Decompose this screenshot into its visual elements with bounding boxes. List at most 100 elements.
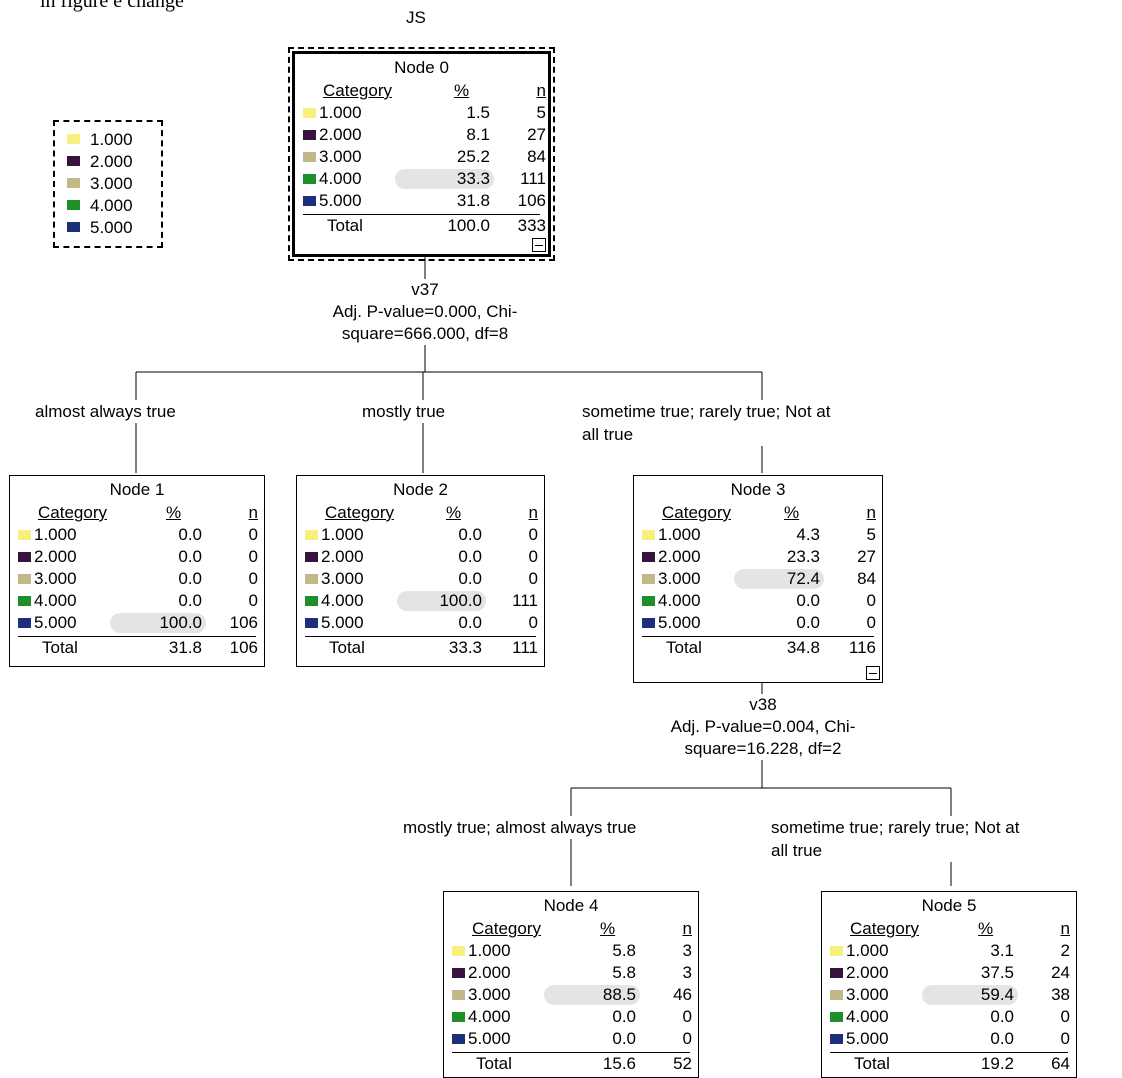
branch-label-line2: all true <box>771 841 823 860</box>
node-total-row: Total 31.8 106 <box>10 637 266 659</box>
category-swatch <box>18 618 31 628</box>
collapse-toggle-button[interactable] <box>866 666 880 680</box>
category-swatch <box>18 574 31 584</box>
category-swatch <box>452 1034 465 1044</box>
header-category: Category <box>323 81 392 100</box>
tree-node-3[interactable]: Node 3 Category% n 1.000 4.3 5 2.000 23.3 27 3.00… <box>633 475 883 683</box>
node-category-row: 2.000 5.8 3 <box>444 962 700 984</box>
node-column-header: Category% n <box>822 919 1078 939</box>
category-label: 4.000 <box>321 591 364 610</box>
category-count: 27 <box>527 125 546 144</box>
category-percent: 5.8 <box>612 963 636 982</box>
category-swatch <box>642 596 655 606</box>
node-category-row: 4.000 0.0 0 <box>444 1006 700 1028</box>
node-category-row: 4.000 0.0 0 <box>634 590 884 612</box>
total-count: 106 <box>229 638 258 657</box>
category-count: 84 <box>857 569 876 588</box>
node-category-row: 5.000 0.0 0 <box>444 1028 700 1050</box>
cropped-caption: in figure e change <box>0 0 600 12</box>
node-column-header: Category% n <box>10 503 266 523</box>
category-label: 2.000 <box>321 547 364 566</box>
split-stat-line2: square=666.000, df=8 <box>341 324 509 343</box>
split-variable: v38 <box>749 695 777 714</box>
category-label: 2.000 <box>658 547 701 566</box>
cropped-caption-text: in figure e change <box>40 0 184 12</box>
collapse-toggle-button[interactable] <box>532 238 546 252</box>
node-category-row: 3.000 0.0 0 <box>297 568 546 590</box>
node-category-row: 2.000 8.1 27 <box>295 124 554 146</box>
category-label: 3.000 <box>321 569 364 588</box>
tree-node-4[interactable]: Node 4 Category% n 1.000 5.8 3 2.000 5.8 3 3.000 8… <box>443 891 699 1078</box>
category-percent: 0.0 <box>612 1029 636 1048</box>
category-label: 4.000 <box>846 1007 889 1026</box>
category-count: 24 <box>1051 963 1070 982</box>
modal-category-highlight <box>397 591 486 611</box>
total-percent: 15.6 <box>602 1054 636 1073</box>
category-count: 0 <box>682 1029 692 1048</box>
branch-label-line1: almost always true <box>35 402 176 421</box>
category-count: 0 <box>248 547 258 566</box>
category-percent: 0.0 <box>990 1007 1014 1026</box>
category-label: 2.000 <box>319 125 362 144</box>
total-divider <box>303 214 540 215</box>
category-label: 5.000 <box>319 191 362 210</box>
header-category: Category <box>472 919 541 938</box>
category-swatch <box>303 174 316 184</box>
legend-label: 2.000 <box>90 152 133 171</box>
node-category-row: 3.000 59.4 38 <box>822 984 1078 1006</box>
tree-node-5[interactable]: Node 5 Category% n 1.000 3.1 2 2.000 37.5 24 3.00… <box>821 891 1077 1078</box>
node-category-row: 3.000 88.5 46 <box>444 984 700 1006</box>
category-label: 3.000 <box>468 985 511 1004</box>
category-count: 0 <box>528 569 538 588</box>
node-column-header: Category% n <box>634 503 884 523</box>
category-percent: 3.1 <box>990 941 1014 960</box>
category-percent: 4.3 <box>796 525 820 544</box>
category-count: 3 <box>682 941 692 960</box>
category-swatch <box>303 196 316 206</box>
node-title: Node 2 <box>393 480 448 499</box>
node-total-row: Total 34.8 116 <box>634 637 884 659</box>
category-swatch <box>452 1012 465 1022</box>
category-label: 2.000 <box>34 547 77 566</box>
category-swatch <box>303 130 316 140</box>
legend-label: 3.000 <box>90 174 133 193</box>
header-n: n <box>528 503 538 522</box>
tree-node-0[interactable]: Node 0 Category% n 1.000 1.5 5 2.000 8.1 27 3.000… <box>288 47 555 261</box>
category-label: 4.000 <box>34 591 77 610</box>
category-percent: 0.0 <box>458 547 482 566</box>
header-category: Category <box>850 919 919 938</box>
category-swatch <box>303 108 316 118</box>
branch-label-line1: sometime true; rarely true; Not at <box>582 402 831 421</box>
legend-swatch <box>67 178 80 188</box>
tree-node-1[interactable]: Node 1 Category% n 1.000 0.0 0 2.000 0.0 0 3.000 0… <box>9 475 265 667</box>
node-category-row: 1.000 0.0 0 <box>10 524 266 546</box>
header-category: Category <box>38 503 107 522</box>
header-percent: % <box>600 919 616 938</box>
category-swatch <box>642 530 655 540</box>
split-variable: v37 <box>411 280 439 299</box>
node-category-row: 2.000 0.0 0 <box>10 546 266 568</box>
legend-swatch <box>67 200 80 210</box>
category-swatch <box>305 618 318 628</box>
node-column-header: Category% n <box>444 919 700 939</box>
category-swatch <box>642 552 655 562</box>
node-category-row: 1.000 4.3 5 <box>634 524 884 546</box>
category-count: 3 <box>682 963 692 982</box>
category-count: 0 <box>1060 1007 1070 1026</box>
legend-swatch <box>67 222 80 232</box>
header-n: n <box>866 503 876 522</box>
total-divider <box>642 636 874 637</box>
node-category-row: 1.000 0.0 0 <box>297 524 546 546</box>
category-count: 46 <box>673 985 692 1004</box>
total-divider <box>830 1052 1068 1053</box>
total-label: Total <box>476 1054 512 1073</box>
category-label: 4.000 <box>658 591 701 610</box>
legend-label: 1.000 <box>90 130 133 149</box>
category-count: 5 <box>866 525 876 544</box>
branch-label-line1: mostly true; almost always true <box>403 818 637 837</box>
category-count: 0 <box>528 613 538 632</box>
total-percent: 100.0 <box>447 216 490 235</box>
branch-label-line2: all true <box>582 425 634 444</box>
tree-node-2[interactable]: Node 2 Category% n 1.000 0.0 0 2.000 0.0 0 3.000 0… <box>296 475 545 667</box>
category-label: 1.000 <box>34 525 77 544</box>
